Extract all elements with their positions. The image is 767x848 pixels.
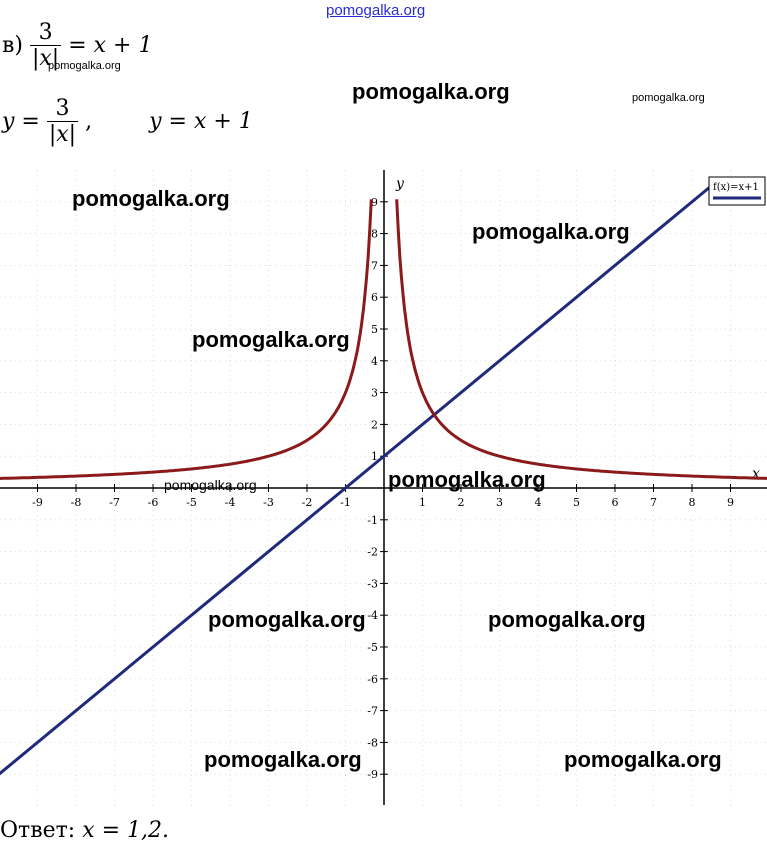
x-tick-label: 2 bbox=[458, 496, 465, 509]
legend: f(x)=x+1 bbox=[708, 176, 766, 206]
y-tick-label: 7 bbox=[371, 259, 378, 272]
watermark: pomogalka.org bbox=[204, 747, 362, 772]
watermark: pomogalka.org bbox=[164, 477, 257, 493]
equation-rhs: = x + 1 bbox=[68, 33, 153, 58]
x-tick-label: 7 bbox=[650, 496, 657, 509]
answer: Ответ: x = 1,2. bbox=[0, 818, 169, 843]
x-tick-label: -3 bbox=[263, 496, 274, 509]
function-graph: xy -9 -8 -7 -6 -5 -4 -3 -2 -1 1 2 3 4 5 6 7 8 9-9-8-7-6-5… bbox=[0, 170, 767, 810]
function-1-denominator: |x| bbox=[46, 121, 79, 147]
function-2: y = x + 1 bbox=[149, 109, 253, 134]
x-tick-label: -9 bbox=[32, 496, 43, 509]
y-tick-label: -4 bbox=[367, 609, 378, 622]
x-tick-label: 8 bbox=[689, 496, 696, 509]
y-tick-label: -9 bbox=[367, 768, 378, 781]
watermark: pomogalka.org bbox=[564, 747, 722, 772]
y-tick-label: -2 bbox=[367, 546, 378, 559]
x-tick-label: -4 bbox=[225, 496, 236, 509]
x-tick-label: -8 bbox=[71, 496, 82, 509]
y-tick-label: -5 bbox=[367, 641, 378, 654]
axes: xy bbox=[0, 170, 767, 805]
x-tick-label: -5 bbox=[186, 496, 197, 509]
function-1-numerator: 3 bbox=[55, 96, 70, 121]
watermark: pomogalka.org bbox=[208, 607, 366, 632]
watermark: pomogalka.org bbox=[388, 467, 546, 492]
equation: в) 3 |x| = x + 1 bbox=[2, 20, 152, 71]
functions-line: y = 3 |x| , y = x + 1 bbox=[2, 96, 253, 147]
function-1-fraction: 3 |x| bbox=[46, 96, 79, 147]
y-tick-label: 9 bbox=[371, 196, 378, 209]
watermark: pomogalka.org bbox=[48, 60, 121, 72]
y-tick-label: -1 bbox=[367, 514, 378, 527]
watermark: pomogalka.org bbox=[192, 327, 350, 352]
y-tick-label: -6 bbox=[367, 673, 378, 686]
x-tick-label: 3 bbox=[496, 496, 503, 509]
x-tick-label: -7 bbox=[109, 496, 120, 509]
equation-fraction: 3 |x| bbox=[29, 20, 62, 71]
hyperbola-right-branch bbox=[395, 199, 767, 480]
y-tick-label: -3 bbox=[367, 577, 378, 590]
equation-denominator: |x| bbox=[29, 45, 62, 71]
watermark: pomogalka.org bbox=[72, 186, 230, 211]
function-1-lhs: y = bbox=[2, 109, 40, 134]
x-tick-label: 9 bbox=[727, 496, 734, 509]
equation-label: в) bbox=[2, 33, 23, 58]
hyperbola-left-branch bbox=[0, 199, 373, 480]
y-tick-label: 5 bbox=[371, 323, 378, 336]
watermark: pomogalka.org bbox=[632, 92, 705, 104]
y-tick-label: 2 bbox=[371, 418, 378, 431]
y-tick-label: 4 bbox=[371, 355, 378, 368]
y-axis-label: y bbox=[395, 176, 405, 192]
y-tick-label: 6 bbox=[371, 291, 378, 304]
x-tick-label: 4 bbox=[535, 496, 542, 509]
x-tick-label: 1 bbox=[419, 496, 426, 509]
site-link[interactable]: pomogalka.org bbox=[326, 2, 426, 19]
line-series bbox=[0, 181, 717, 776]
tick-labels: -9 -8 -7 -6 -5 -4 -3 -2 -1 1 2 3 4 5 6 7 8 9 -9 -8 -7 -6 -5 -4 -… bbox=[32, 196, 734, 781]
x-tick-label: 6 bbox=[612, 496, 619, 509]
y-tick-label: 3 bbox=[371, 387, 378, 400]
y-tick-label: 1 bbox=[371, 450, 378, 463]
answer-prefix: Ответ: bbox=[0, 818, 76, 843]
x-tick-label: -1 bbox=[340, 496, 351, 509]
x-tick-label: -6 bbox=[148, 496, 159, 509]
x-tick-label: -2 bbox=[302, 496, 313, 509]
y-tick-label: -8 bbox=[367, 736, 378, 749]
answer-value: x = 1,2. bbox=[82, 818, 170, 843]
function-separator: , bbox=[85, 109, 93, 134]
y-tick-label: 8 bbox=[371, 228, 378, 241]
watermark: pomogalka.org bbox=[352, 79, 510, 104]
x-tick-label: 5 bbox=[573, 496, 580, 509]
y-tick-label: -7 bbox=[367, 705, 378, 718]
x-axis-label: x bbox=[752, 466, 760, 482]
legend-box bbox=[708, 176, 766, 206]
legend-label: f(x)=x+1 bbox=[713, 182, 759, 193]
watermark: pomogalka.org bbox=[472, 219, 630, 244]
equation-numerator: 3 bbox=[38, 20, 53, 45]
watermark: pomogalka.org bbox=[488, 607, 646, 632]
series bbox=[0, 181, 767, 776]
